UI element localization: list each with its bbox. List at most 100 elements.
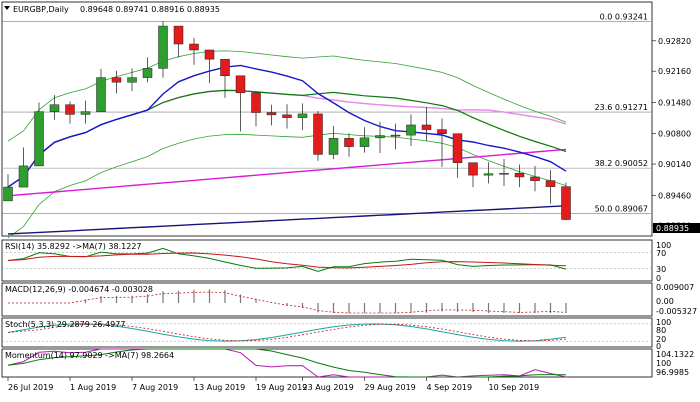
stoch-tick-20: 20 [656,335,666,344]
candle [375,121,385,154]
stoch-d-line [7,323,567,342]
price-tick-label: 0.91480 [658,98,691,107]
candle [158,21,168,78]
candle-body [514,173,525,178]
mom-tick-100: 100 [656,359,671,368]
rsi-panel-frame [1,239,653,282]
fib-label: 23.6 0.91271 [595,103,648,112]
candle [18,147,29,188]
price-tick-label: 0.92820 [658,37,691,46]
mom-tick-low: 96.9985 [656,368,689,377]
macd-tick-zero: 0.00 [656,297,674,306]
symbol-label: EURGBP,Daily [13,5,69,14]
ohlc-readout: 0.89648 0.89741 0.88916 0.88935 [80,5,220,14]
candle-body [282,114,292,118]
price-tick-label: 0.90140 [658,160,691,169]
candle-body [390,134,401,137]
momentum-ma-line [7,348,567,378]
candle-body [65,104,75,115]
date-tick-label: 23 Aug 2019 [303,383,354,392]
candle [530,165,540,192]
candle-body [80,111,91,115]
macd-tick-low: -0.005327 [656,307,697,316]
candle [189,38,199,65]
candle-body [189,43,199,51]
candle-body [406,124,416,136]
candle-body [266,112,277,116]
rsi-line [7,247,567,272]
date-tick-label: 4 Sep 2019 [427,383,473,392]
candle-body [328,138,339,155]
stoch-tick-0: 0 [656,342,661,351]
candle-body [111,77,122,83]
stoch-title: Stoch(5,3,3) 29.2879 26.4977 [5,320,125,329]
rsi-tick-70: 70 [656,249,666,258]
stoch-panel-frame [1,317,653,348]
fib-label: 38.2 0.90052 [595,159,648,168]
candle [468,162,478,188]
main-panel-frame [1,1,653,237]
fibonacci-levels: 0.0 0.93241 23.6 0.91271 38.2 0.90052 50.0 … [2,12,652,214]
date-tick-label: 1 Aug 2019 [70,383,116,392]
mom-tick-high: 104.1322 [656,350,694,359]
candle [173,25,184,58]
candle [297,103,308,131]
macd-panel-frame [1,282,653,317]
candle [406,114,416,147]
macd-tick-high: 0.009007 [656,283,694,292]
candle [127,68,137,91]
current-price-box [653,223,700,233]
candle-body [251,92,261,113]
candle-body [18,165,29,188]
candle [266,104,277,126]
momentum-title: Momentum(14) 97.9029 ->MA(7) 98.2664 [5,351,174,360]
candle [34,102,44,167]
rsi-tick-100: 100 [656,241,671,250]
candle-body [204,49,215,60]
candle [80,100,91,124]
ma-slow-magenta-line [7,148,567,197]
date-tick-label: 10 Sep 2019 [489,383,540,392]
candle-body [3,186,13,202]
candle [359,127,370,153]
sub-indicators [2,247,652,378]
date-tick-label: 29 Aug 2019 [365,383,416,392]
triangle-down-icon[interactable] [4,6,10,10]
candle-body [96,77,106,112]
candle [251,92,261,127]
overlay-indicators [7,50,567,239]
candle-body [127,77,137,83]
price-tick-label: 0.89460 [658,191,691,200]
candle-body [235,75,246,94]
candle [545,170,556,204]
date-tick-label: 13 Aug 2019 [194,383,245,392]
candle-body [375,135,385,139]
macd-signal-line [8,291,567,314]
candle-body [297,113,308,118]
bollinger-lower-line [7,132,567,239]
candle [96,68,106,112]
momentum-panel-frame [1,348,653,378]
candle-body [530,176,540,181]
candle [514,164,525,188]
candle-body [34,111,44,167]
candle-body [483,173,494,176]
candle [390,123,401,150]
date-axis: 26 Jul 2019 1 Aug 2019 7 Aug 2019 13 Aug 20… [7,377,540,392]
candle [452,133,463,178]
candle [421,107,432,142]
fib-label: 50.0 0.89067 [595,204,648,213]
date-tick-label: 26 Jul 2019 [8,383,53,392]
candle [313,111,323,161]
candle [328,125,339,160]
candle [65,101,75,124]
candle [204,49,215,84]
ma-fast-line [7,64,567,188]
momentum-line [7,348,567,378]
price-tick-label: 0.92160 [658,67,691,76]
stoch-tick-100: 100 [656,318,671,327]
candle [49,95,60,120]
candle-body [421,124,432,130]
